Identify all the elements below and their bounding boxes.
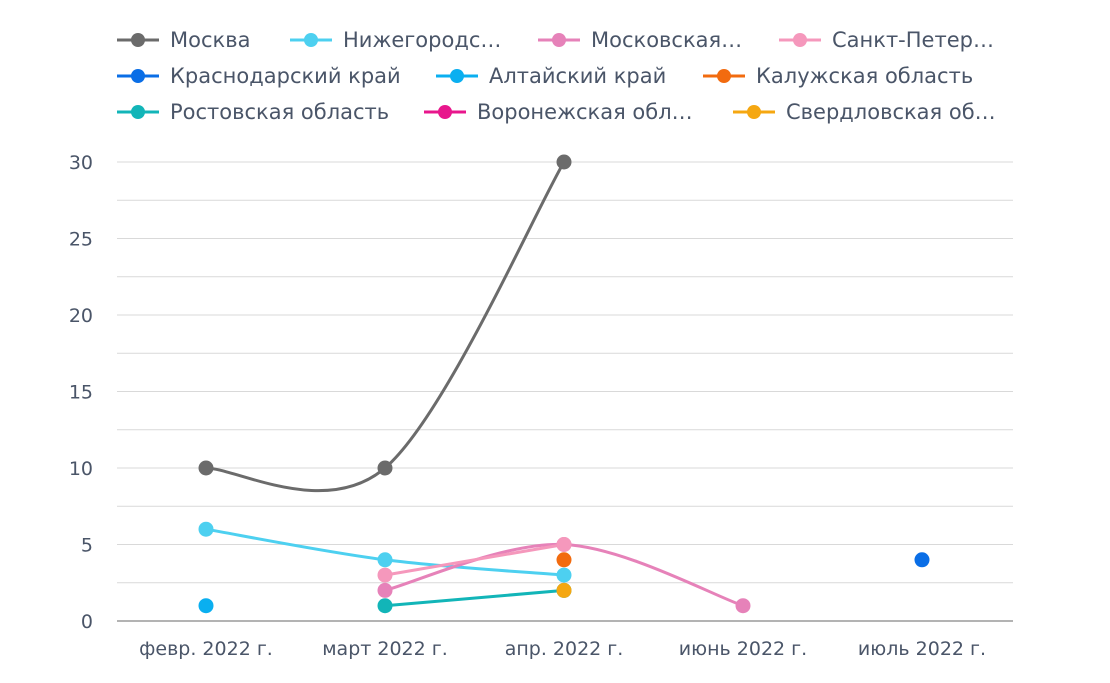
legend-swatch-marker: [438, 105, 452, 119]
legend-swatch-marker: [747, 105, 761, 119]
data-point: [377, 567, 393, 583]
legend-swatch-marker: [131, 69, 145, 83]
data-point: [198, 521, 214, 537]
legend-item: Москва: [117, 28, 250, 52]
legend-swatch-marker: [304, 33, 318, 47]
legend-item: Ростовская область: [117, 100, 389, 124]
legend-swatch-marker: [717, 69, 731, 83]
data-point: [735, 598, 751, 614]
x-tick-label: июль 2022 г.: [858, 638, 986, 660]
data-point: [556, 537, 572, 552]
legend-item: Воронежская обл…: [424, 100, 693, 124]
series-line: [205, 161, 566, 493]
legend-label: Ростовская область: [170, 100, 389, 124]
y-tick-label: 20: [69, 305, 93, 327]
legend-item: Санкт-Петер…: [779, 28, 994, 52]
series-group: [198, 154, 930, 614]
legend-label: Санкт-Петер…: [832, 28, 994, 52]
legend-item: Калужская область: [703, 64, 973, 88]
y-tick-label: 10: [69, 458, 93, 480]
data-point: [556, 552, 572, 568]
legend-item: Алтайский край: [436, 64, 666, 88]
data-point: [377, 598, 393, 614]
legend-label: Краснодарский край: [170, 64, 401, 88]
legend-item: Московская…: [538, 28, 742, 52]
series-line: [384, 588, 565, 608]
legend-swatch-marker: [131, 33, 145, 47]
data-point: [556, 582, 572, 598]
legend-swatch-marker: [450, 69, 464, 83]
data-point: [556, 154, 572, 170]
legend-item: Нижегородс…: [290, 28, 501, 52]
legend-swatch-marker: [793, 33, 807, 47]
y-tick-label: 0: [81, 611, 93, 633]
data-point: [556, 567, 572, 583]
legend-label: Калужская область: [756, 64, 973, 88]
data-point: [198, 460, 214, 476]
y-tick-label: 15: [69, 382, 93, 404]
legend-item: Свердловская об…: [733, 100, 996, 124]
legend-label: Воронежская обл…: [477, 100, 693, 124]
data-point: [377, 460, 393, 476]
y-tick-label: 5: [81, 535, 93, 557]
legend-label: Нижегородс…: [343, 28, 501, 52]
x-tick-label: апр. 2022 г.: [505, 638, 624, 660]
x-tick-label: февр. 2022 г.: [139, 638, 273, 660]
legend-label: Москва: [170, 28, 250, 52]
data-point: [198, 598, 214, 614]
legend-label: Алтайский край: [489, 64, 666, 88]
data-point: [914, 552, 930, 568]
y-tick-label: 25: [69, 229, 93, 251]
legend-label: Московская…: [591, 28, 742, 52]
data-point: [377, 552, 393, 568]
y-tick-label: 30: [69, 152, 93, 174]
y-axis: 0 5 10 15 20 25 30: [69, 152, 93, 633]
gridlines: [117, 161, 1013, 584]
legend-swatch-marker: [131, 105, 145, 119]
x-tick-label: июнь 2022 г.: [679, 638, 807, 660]
data-point: [377, 582, 393, 598]
series-line: [384, 543, 565, 577]
legend: Москва Нижегородс… Московская… Санкт-Петер……: [117, 28, 996, 124]
x-tick-label: март 2022 г.: [322, 638, 448, 660]
x-axis: февр. 2022 г. март 2022 г. апр. 2022 г. июн…: [117, 620, 1013, 660]
legend-swatch-marker: [552, 33, 566, 47]
legend-label: Свердловская об…: [786, 100, 996, 124]
legend-item: Краснодарский край: [117, 64, 401, 88]
